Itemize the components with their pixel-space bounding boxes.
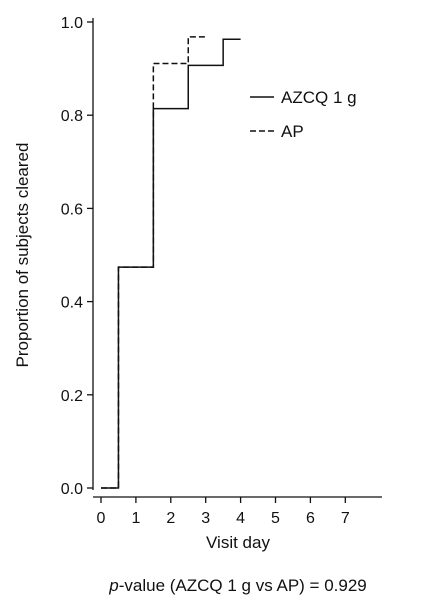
y-tick-label-4: 0.8	[61, 108, 83, 125]
x-tick-label-3: 3	[201, 510, 210, 527]
axes: 0.0 0.2 0.4 0.6 0.8 1.0 0 1 2 3 4 5 6 7	[61, 15, 382, 527]
x-tick-label-2: 2	[166, 510, 175, 527]
legend: AZCQ 1 g AP	[250, 88, 357, 141]
p-value-footnote: p-value (AZCQ 1 g vs AP) = 0.929	[108, 576, 367, 595]
y-tick-label-5: 1.0	[61, 15, 83, 32]
legend-label-1: AP	[281, 122, 304, 141]
y-tick-label-0: 0.0	[61, 481, 83, 498]
y-tick-label-2: 0.4	[61, 295, 83, 312]
x-tick-label-0: 0	[97, 510, 106, 527]
x-tick-label-1: 1	[131, 510, 140, 527]
x-tick-label-4: 4	[236, 510, 245, 527]
y-tick-label-1: 0.2	[61, 388, 83, 405]
series-line-0	[101, 38, 241, 489]
p-value-italic: p	[108, 576, 118, 595]
series-group	[101, 36, 241, 489]
x-tick-label-7: 7	[341, 510, 350, 527]
series-line-1	[101, 36, 206, 489]
y-axis-label: Proportion of subjects cleared	[13, 143, 32, 368]
legend-label-0: AZCQ 1 g	[281, 88, 357, 107]
x-tick-label-6: 6	[306, 510, 315, 527]
p-value-text: -value (AZCQ 1 g vs AP) = 0.929	[119, 576, 367, 595]
y-tick-label-3: 0.6	[61, 201, 83, 218]
x-axis-label: Visit day	[206, 533, 270, 552]
x-tick-label-5: 5	[271, 510, 280, 527]
